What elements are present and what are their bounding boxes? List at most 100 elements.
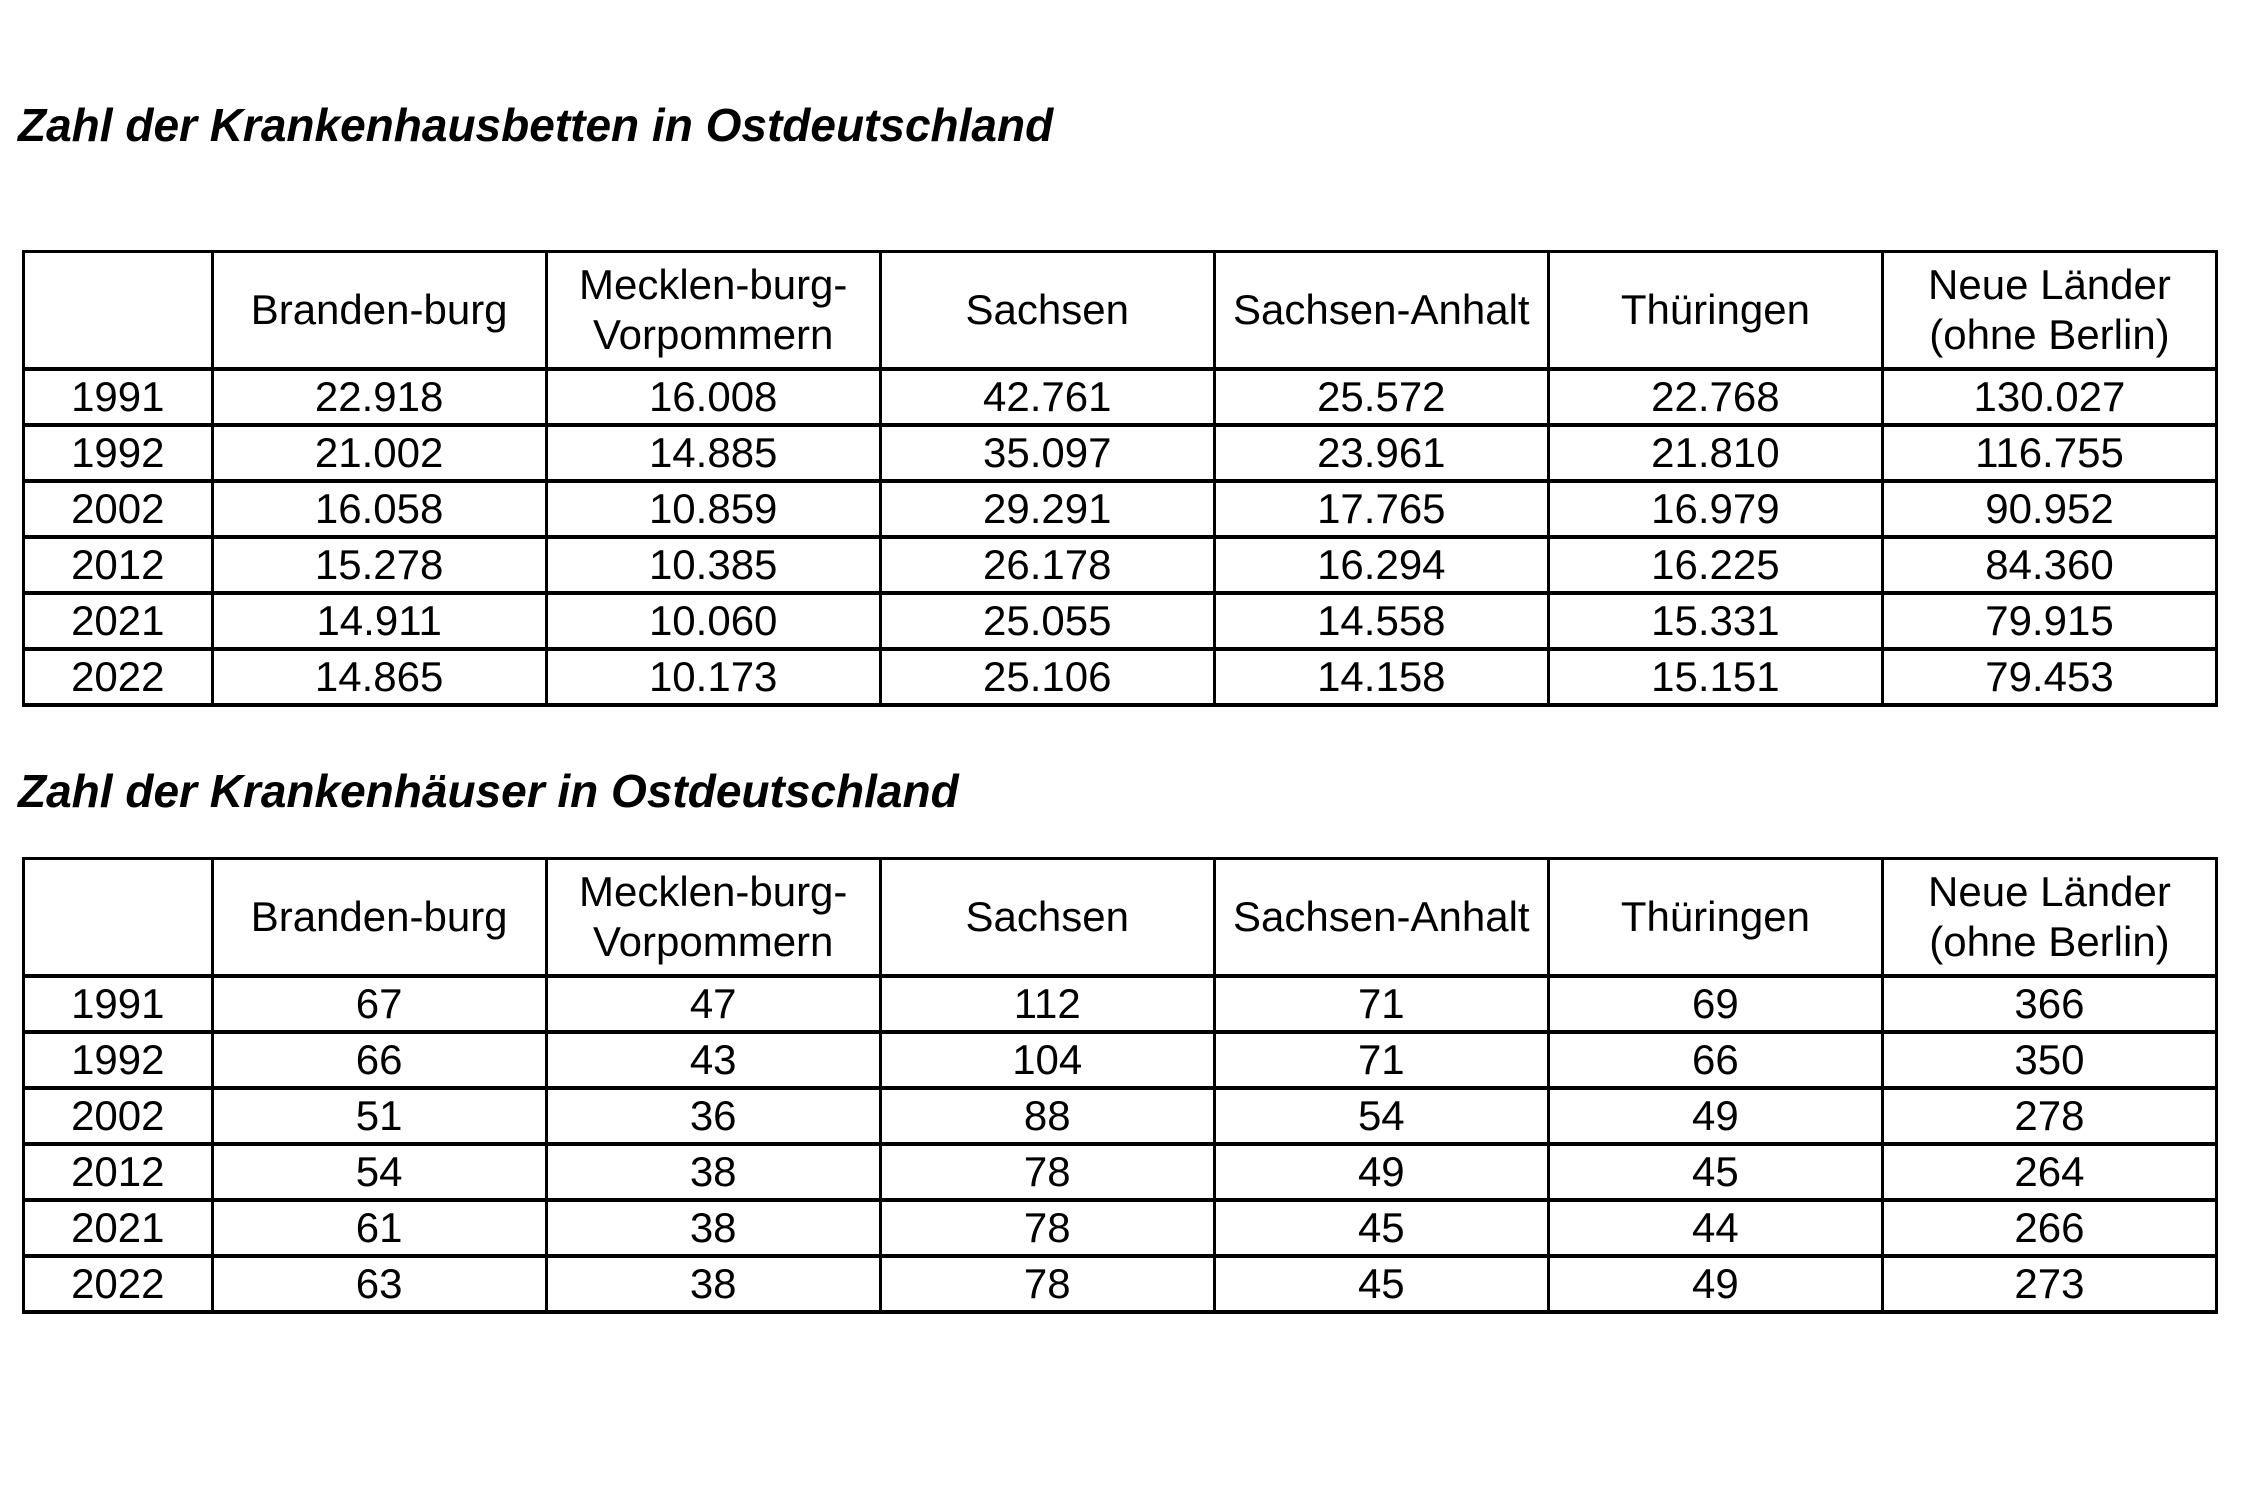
value-cell: 15.151: [1546, 647, 1884, 707]
value-cell: 79.453: [1880, 647, 2219, 707]
value-cell: 35.097: [878, 423, 1216, 483]
table-title-krankenhaeuser: Zahl der Krankenhäuser in Ostdeutschland: [18, 765, 959, 817]
value-cell: 10.385: [544, 535, 882, 595]
table-row: 2021 61 38 78 45 44 266: [22, 1198, 2219, 1258]
table-row: 2022 14.865 10.173 25.106 14.158 15.151 79.453: [22, 647, 2219, 707]
value-cell: 273: [1880, 1254, 2219, 1314]
value-cell: 112: [878, 974, 1216, 1034]
column-header-cell: Mecklen-burg- Vorpommern: [544, 250, 882, 371]
year-cell: 2002: [22, 1086, 214, 1146]
table-row: 2022 63 38 78 45 49 273: [22, 1254, 2219, 1314]
header-row: Branden-burg Mecklen-burg- Vorpommern Sach…: [22, 857, 2219, 978]
value-cell: 38: [544, 1142, 882, 1202]
value-cell: 69: [1546, 974, 1884, 1034]
corner-header-cell: [22, 857, 214, 978]
column-header-cell: Thüringen: [1546, 857, 1884, 978]
value-cell: 49: [1546, 1254, 1884, 1314]
table-header: Branden-burg Mecklen-burg- Vorpommern Sach…: [22, 857, 2219, 978]
value-cell: 10.173: [544, 647, 882, 707]
value-cell: 63: [210, 1254, 548, 1314]
year-cell: 2012: [22, 535, 214, 595]
value-cell: 278: [1880, 1086, 2219, 1146]
value-cell: 23.961: [1212, 423, 1550, 483]
value-cell: 17.765: [1212, 479, 1550, 539]
corner-header-cell: [22, 250, 214, 371]
value-cell: 38: [544, 1198, 882, 1258]
table-krankenhaeuser: Branden-burg Mecklen-burg- Vorpommern Sach…: [22, 857, 2219, 1314]
table-row: 1991 22.918 16.008 42.761 25.572 22.768 130.02…: [22, 367, 2219, 427]
value-cell: 130.027: [1880, 367, 2219, 427]
value-cell: 78: [878, 1142, 1216, 1202]
table-row: 2012 54 38 78 49 45 264: [22, 1142, 2219, 1202]
column-header-cell: Sachsen: [878, 250, 1216, 371]
value-cell: 22.768: [1546, 367, 1884, 427]
year-cell: 2012: [22, 1142, 214, 1202]
value-cell: 10.859: [544, 479, 882, 539]
column-header-cell: Sachsen-Anhalt: [1212, 250, 1550, 371]
table-row: 2002 51 36 88 54 49 278: [22, 1086, 2219, 1146]
value-cell: 45: [1212, 1254, 1550, 1314]
value-cell: 78: [878, 1198, 1216, 1258]
value-cell: 49: [1546, 1086, 1884, 1146]
table-row: 2002 16.058 10.859 29.291 17.765 16.979 90.952: [22, 479, 2219, 539]
year-cell: 2021: [22, 591, 214, 651]
value-cell: 16.058: [210, 479, 548, 539]
header-row: Branden-burg Mecklen-burg- Vorpommern Sach…: [22, 250, 2219, 371]
year-cell: 1991: [22, 974, 214, 1034]
year-cell: 2002: [22, 479, 214, 539]
table-row: 2012 15.278 10.385 26.178 16.294 16.225 84.360: [22, 535, 2219, 595]
column-header-cell: Neue Länder (ohne Berlin): [1880, 857, 2219, 978]
value-cell: 15.331: [1546, 591, 1884, 651]
value-cell: 66: [1546, 1030, 1884, 1090]
value-cell: 38: [544, 1254, 882, 1314]
value-cell: 49: [1212, 1142, 1550, 1202]
table-row: 1991 67 47 112 71 69 366: [22, 974, 2219, 1034]
value-cell: 366: [1880, 974, 2219, 1034]
value-cell: 104: [878, 1030, 1216, 1090]
value-cell: 88: [878, 1086, 1216, 1146]
year-cell: 2022: [22, 1254, 214, 1314]
value-cell: 25.055: [878, 591, 1216, 651]
value-cell: 15.278: [210, 535, 548, 595]
value-cell: 14.558: [1212, 591, 1550, 651]
table-krankenhausbetten: Branden-burg Mecklen-burg- Vorpommern Sach…: [22, 250, 2219, 707]
value-cell: 350: [1880, 1030, 2219, 1090]
year-cell: 1992: [22, 1030, 214, 1090]
value-cell: 25.106: [878, 647, 1216, 707]
value-cell: 14.158: [1212, 647, 1550, 707]
column-header-cell: Sachsen-Anhalt: [1212, 857, 1550, 978]
value-cell: 51: [210, 1086, 548, 1146]
value-cell: 25.572: [1212, 367, 1550, 427]
value-cell: 16.294: [1212, 535, 1550, 595]
table-row: 1992 66 43 104 71 66 350: [22, 1030, 2219, 1090]
table-row: 2021 14.911 10.060 25.055 14.558 15.331 79.915: [22, 591, 2219, 651]
value-cell: 266: [1880, 1198, 2219, 1258]
value-cell: 16.979: [1546, 479, 1884, 539]
value-cell: 36: [544, 1086, 882, 1146]
value-cell: 90.952: [1880, 479, 2219, 539]
value-cell: 45: [1212, 1198, 1550, 1258]
value-cell: 14.911: [210, 591, 548, 651]
value-cell: 21.002: [210, 423, 548, 483]
value-cell: 71: [1212, 974, 1550, 1034]
value-cell: 29.291: [878, 479, 1216, 539]
value-cell: 84.360: [1880, 535, 2219, 595]
value-cell: 66: [210, 1030, 548, 1090]
column-header-cell: Branden-burg: [210, 857, 548, 978]
year-cell: 2022: [22, 647, 214, 707]
table-body: 1991 67 47 112 71 69 366 1992 66 43 104 71 66 350 2002…: [22, 974, 2219, 1314]
year-cell: 1991: [22, 367, 214, 427]
value-cell: 10.060: [544, 591, 882, 651]
value-cell: 43: [544, 1030, 882, 1090]
column-header-cell: Mecklen-burg- Vorpommern: [544, 857, 882, 978]
value-cell: 61: [210, 1198, 548, 1258]
table-row: 1992 21.002 14.885 35.097 23.961 21.810 116.75…: [22, 423, 2219, 483]
value-cell: 16.008: [544, 367, 882, 427]
value-cell: 44: [1546, 1198, 1884, 1258]
value-cell: 54: [210, 1142, 548, 1202]
value-cell: 67: [210, 974, 548, 1034]
value-cell: 79.915: [1880, 591, 2219, 651]
column-header-cell: Sachsen: [878, 857, 1216, 978]
value-cell: 78: [878, 1254, 1216, 1314]
column-header-cell: Neue Länder (ohne Berlin): [1880, 250, 2219, 371]
